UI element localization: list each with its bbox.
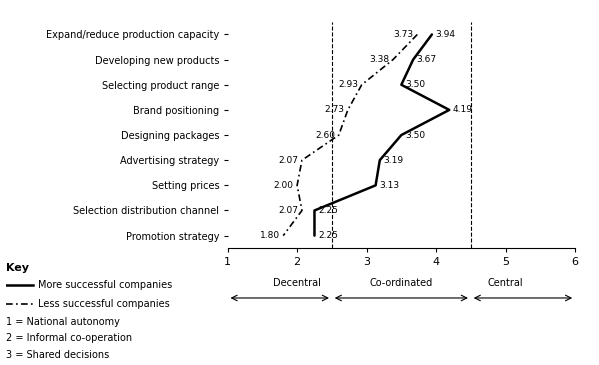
Text: 2.07: 2.07 xyxy=(279,156,298,165)
Text: Decentral: Decentral xyxy=(273,278,321,288)
Text: 4.19: 4.19 xyxy=(453,105,473,114)
Text: 2 = Informal co-operation: 2 = Informal co-operation xyxy=(6,334,132,343)
Text: 2.60: 2.60 xyxy=(315,131,335,139)
Text: 3.50: 3.50 xyxy=(405,80,425,89)
Text: 3.94: 3.94 xyxy=(435,30,455,39)
Text: 3.67: 3.67 xyxy=(417,55,437,64)
Text: 3.19: 3.19 xyxy=(383,156,403,165)
Text: Key: Key xyxy=(6,263,29,273)
Text: 2.07: 2.07 xyxy=(279,206,298,215)
Text: 1.80: 1.80 xyxy=(259,231,280,240)
Text: 3 = Shared decisions: 3 = Shared decisions xyxy=(6,350,109,360)
Text: 1 = National autonomy: 1 = National autonomy xyxy=(6,317,120,327)
Text: 2.25: 2.25 xyxy=(318,231,338,240)
Text: Less successful companies: Less successful companies xyxy=(38,299,170,309)
Text: 2.25: 2.25 xyxy=(318,206,338,215)
Text: 3.50: 3.50 xyxy=(405,131,425,139)
Text: 2.00: 2.00 xyxy=(274,181,294,190)
Text: 3.13: 3.13 xyxy=(379,181,399,190)
Text: Co-ordinated: Co-ordinated xyxy=(370,278,433,288)
Text: Central: Central xyxy=(488,278,524,288)
Text: 2.93: 2.93 xyxy=(338,80,358,89)
Text: More successful companies: More successful companies xyxy=(38,280,172,290)
Text: 3.38: 3.38 xyxy=(370,55,389,64)
Text: 2.73: 2.73 xyxy=(324,105,344,114)
Text: 3.73: 3.73 xyxy=(394,30,414,39)
